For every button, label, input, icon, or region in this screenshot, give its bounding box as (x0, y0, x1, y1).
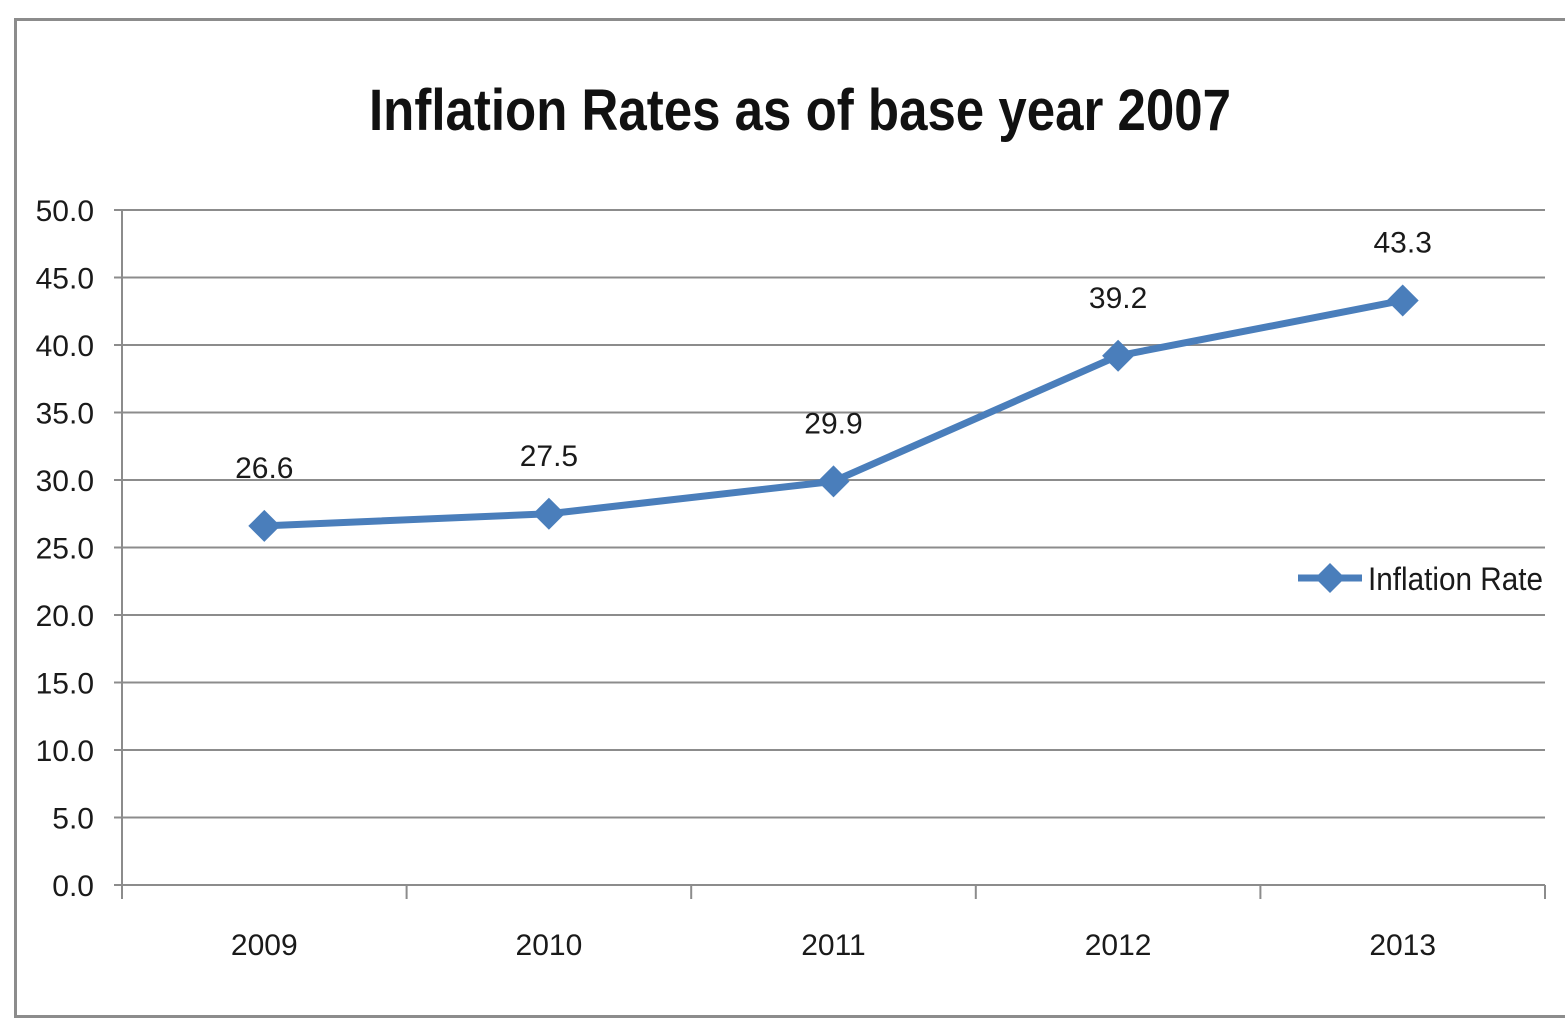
x-tick-label-2012: 2012 (1085, 929, 1152, 962)
data-point-2010 (532, 497, 565, 530)
y-tick-label: 10.0 (36, 735, 94, 768)
x-tick-label-2009: 2009 (231, 929, 298, 962)
chart-title: Inflation Rates as of base year 2007 (369, 78, 1231, 143)
legend-marker-inflation-rate (1315, 563, 1345, 593)
y-tick-label: 25.0 (36, 533, 94, 566)
data-point-2009 (248, 509, 281, 542)
x-tick-label-2013: 2013 (1369, 929, 1436, 962)
data-label-2013: 43.3 (1374, 226, 1432, 259)
data-label-2012: 39.2 (1089, 282, 1147, 315)
y-tick-label: 5.0 (52, 803, 94, 836)
y-tick-label: 40.0 (36, 330, 94, 363)
series-markers (248, 284, 1419, 542)
line-chart: Inflation Rates as of base year 2007 0.0… (36, 78, 1546, 962)
data-labels: 26.6 27.5 29.9 39.2 43.3 (235, 226, 1432, 484)
chart-frame (14, 18, 1565, 1018)
y-tick-label: 50.0 (36, 195, 94, 228)
y-tick-label: 15.0 (36, 668, 94, 701)
data-label-2009: 26.6 (235, 452, 293, 485)
y-tick-label: 20.0 (36, 600, 94, 633)
legend: Inflation Rate (1298, 561, 1543, 597)
data-point-2012 (1102, 339, 1135, 372)
y-tick-label: 45.0 (36, 263, 94, 296)
y-tick-label: 30.0 (36, 465, 94, 498)
data-point-2013 (1386, 284, 1419, 317)
y-tick-label: 35.0 (36, 398, 94, 431)
y-tick-label: 0.0 (52, 870, 94, 903)
axes (114, 209, 1546, 899)
x-tick-label-2010: 2010 (516, 929, 583, 962)
x-tick-label-2011: 2011 (801, 929, 866, 962)
x-tick-labels: 2009 2010 2011 2012 2013 (231, 929, 1436, 962)
gridlines (122, 209, 1545, 819)
data-label-2011: 29.9 (804, 407, 862, 440)
data-point-2011 (817, 465, 850, 498)
legend-label-inflation-rate: Inflation Rate (1368, 561, 1543, 597)
y-tick-labels: 0.0 5.0 10.0 15.0 20.0 25.0 30.0 35.0 40.0 45.0 50… (36, 195, 94, 903)
data-label-2010: 27.5 (520, 440, 578, 473)
